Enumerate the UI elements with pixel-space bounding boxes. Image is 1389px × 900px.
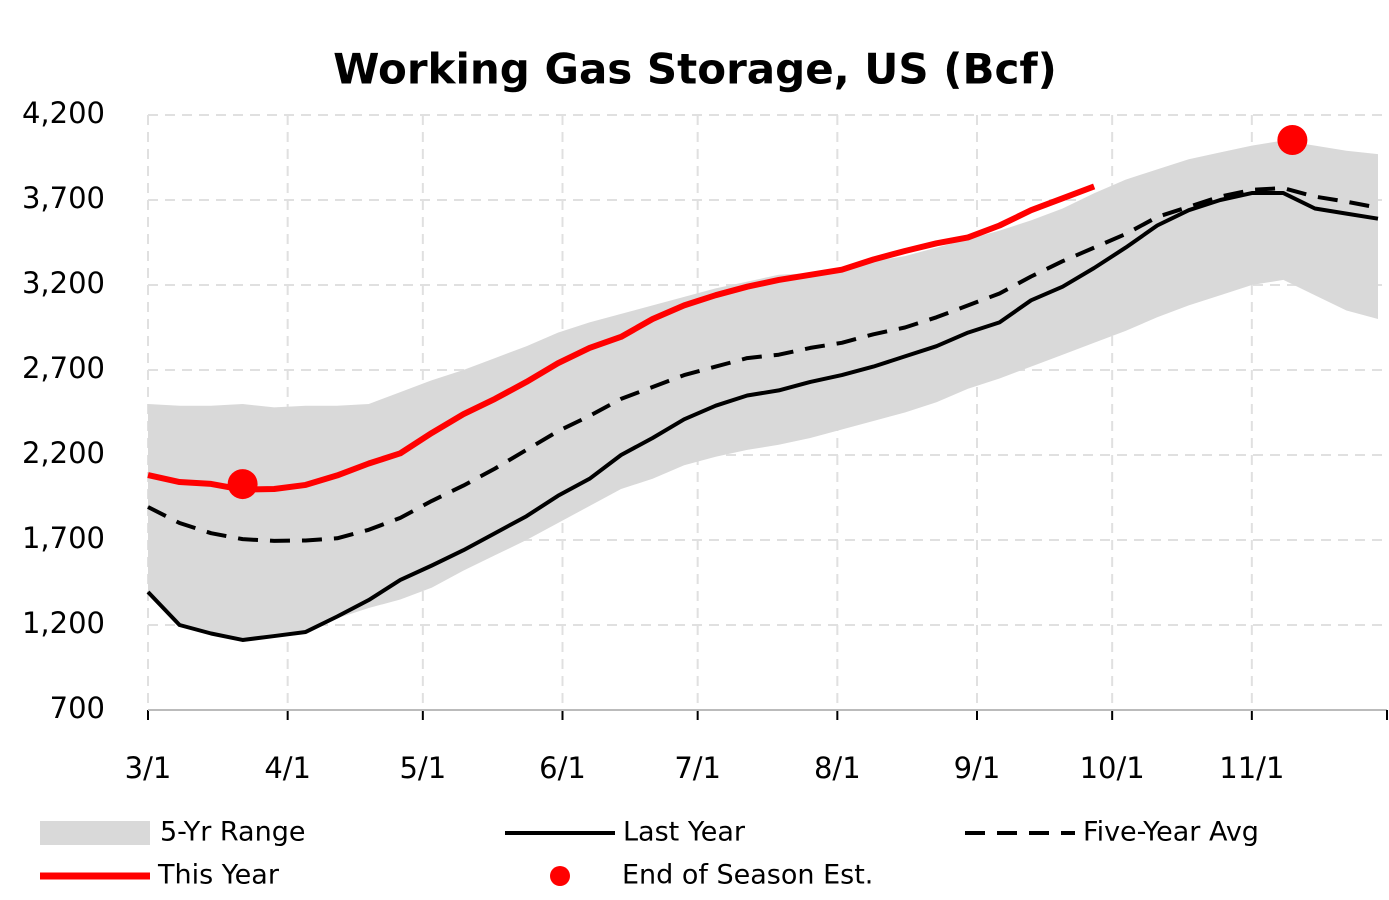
legend-swatch (550, 866, 570, 886)
legend-label: End of Season Est. (622, 860, 873, 891)
line (147, 183, 1096, 493)
x-tick-label: 4/1 (264, 751, 311, 785)
x-tick-label: 5/1 (399, 751, 446, 785)
legend-label: Five-Year Avg (1083, 817, 1259, 848)
legend-label: Last Year (623, 817, 746, 848)
x-tick-label: 3/1 (125, 751, 172, 785)
x-tick-label: 8/1 (814, 751, 861, 785)
x-tick-label: 10/1 (1080, 751, 1145, 785)
x-tick-label: 11/1 (1219, 751, 1284, 785)
y-tick-label: 1,700 (22, 521, 105, 555)
y-tick-label: 3,700 (22, 181, 105, 215)
y-tick-label: 3,200 (22, 266, 105, 300)
avg-line (147, 186, 1379, 543)
marker (1277, 124, 1308, 155)
range-band (148, 140, 1378, 640)
x-tick-label: 7/1 (674, 751, 721, 785)
line (146, 191, 1379, 642)
x-tick-label: 9/1 (954, 751, 1001, 785)
y-tick-label: 4,200 (22, 96, 105, 130)
legend-label: 5-Yr Range (160, 817, 305, 848)
y-tick-label: 700 (50, 691, 105, 725)
y-tick-label: 2,200 (22, 436, 105, 470)
marker (227, 469, 258, 500)
legend-label: This Year (157, 860, 280, 891)
y-tick-label: 2,700 (22, 351, 105, 385)
y-tick-label: 1,200 (22, 606, 105, 640)
legend-swatch (40, 821, 150, 845)
chart-title: Working Gas Storage, US (Bcf) (333, 45, 1057, 94)
x-tick-label: 6/1 (539, 751, 586, 785)
